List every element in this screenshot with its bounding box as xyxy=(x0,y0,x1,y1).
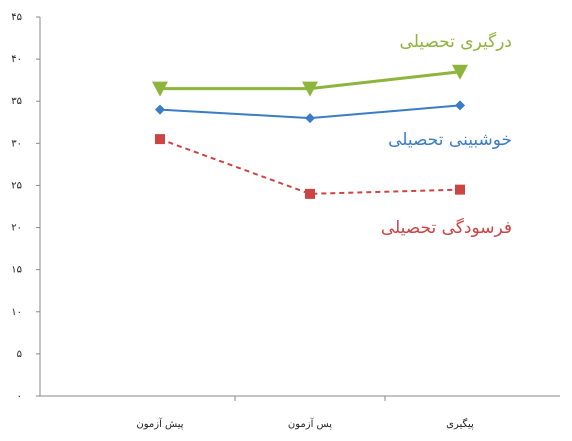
marker xyxy=(305,113,315,124)
marker xyxy=(302,81,318,97)
marker xyxy=(155,134,165,145)
marker xyxy=(455,184,465,195)
series-label: درگیری تحصیلی xyxy=(400,31,512,52)
y-tick-label: ۵ xyxy=(17,349,22,360)
y-tick-label: ۳۰ xyxy=(11,138,22,149)
marker xyxy=(452,64,468,80)
x-tick-label: پس آزمون xyxy=(288,417,332,430)
y-tick-label: ۲۰ xyxy=(11,223,22,234)
y-tick-label: ۳۵ xyxy=(11,96,22,107)
y-tick-label: ۴۰ xyxy=(11,54,22,65)
y-tick-label: ۴۵ xyxy=(11,12,22,23)
marker xyxy=(455,100,465,111)
marker xyxy=(152,81,168,97)
marker xyxy=(155,104,165,115)
y-tick-label: ۱۰ xyxy=(11,307,22,318)
series-label: خوشبینی تحصیلی xyxy=(388,130,512,150)
y-tick-label: ۰ xyxy=(17,391,22,402)
y-tick-label: ۲۵ xyxy=(11,180,22,191)
series-label: فرسودگی تحصیلی xyxy=(381,217,512,238)
marker xyxy=(305,188,315,199)
x-tick-label: پیگیری xyxy=(446,418,474,430)
y-tick-label: ۱۵ xyxy=(11,265,22,276)
x-tick-label: پیش آزمون xyxy=(136,417,183,430)
